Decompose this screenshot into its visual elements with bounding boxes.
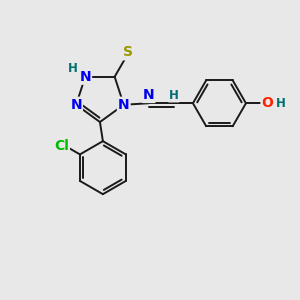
Text: N: N xyxy=(143,88,154,102)
Text: S: S xyxy=(123,45,133,59)
Text: H: H xyxy=(68,62,78,75)
Text: H: H xyxy=(276,97,286,110)
Text: H: H xyxy=(169,88,179,101)
Text: N: N xyxy=(118,98,130,112)
Text: O: O xyxy=(262,96,273,110)
Text: N: N xyxy=(70,98,82,112)
Text: Cl: Cl xyxy=(54,139,69,153)
Text: N: N xyxy=(80,70,91,84)
